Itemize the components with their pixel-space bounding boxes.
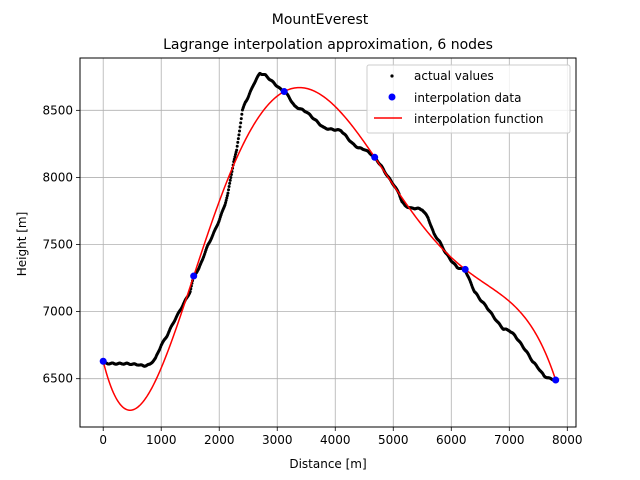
actual-value-point [233, 152, 237, 156]
x-tick-label: 0 [99, 433, 107, 447]
y-tick-label: 7500 [42, 238, 73, 252]
legend-marker-nodes [388, 93, 396, 101]
actual-value-point [226, 191, 230, 195]
actual-value-point [235, 148, 239, 152]
y-axis-label: Height [m] [15, 212, 29, 277]
interpolation-node [552, 376, 560, 384]
y-tick-label: 8000 [42, 170, 73, 184]
actual-value-point [227, 185, 231, 189]
y-tick-label: 7000 [42, 305, 73, 319]
axes-frame [79, 57, 577, 428]
actual-value-point [225, 196, 229, 200]
x-tick-label: 4000 [320, 433, 351, 447]
actual-value-point [228, 178, 232, 182]
interpolation-node [371, 153, 379, 161]
actual-value-point [233, 155, 237, 159]
actual-value-point [224, 198, 228, 202]
x-tick-label: 3000 [262, 433, 293, 447]
actual-value-point [238, 125, 242, 129]
legend-label-actual: actual values [414, 69, 494, 83]
plot-area [99, 71, 560, 411]
legend-box [366, 64, 571, 134]
actual-value-point [227, 188, 231, 192]
x-tick-label: 7000 [494, 433, 525, 447]
actual-value-point [237, 133, 241, 137]
interpolation-node [461, 265, 469, 273]
actual-value-point [228, 181, 232, 185]
x-tick-label: 6000 [436, 433, 467, 447]
interpolation-node [190, 272, 198, 280]
figure-suptitle: MountEverest [272, 12, 369, 28]
actual-value-point [236, 137, 240, 141]
interpolation-function-line [102, 86, 557, 411]
actual-value-point [239, 121, 243, 125]
actual-value-point [236, 140, 240, 144]
actual-value-point [224, 201, 228, 205]
actual-value-point [225, 194, 229, 198]
legend-label-interp: interpolation function [414, 112, 543, 126]
x-tick-label: 8000 [552, 433, 583, 447]
legend-label-nodes: interpolation data [414, 91, 521, 105]
chart-title: Lagrange interpolation approximation, 6 … [163, 37, 493, 53]
actual-value-point [239, 117, 243, 121]
interpolation-node [280, 88, 288, 96]
legend: actual values interpolation data interpo… [366, 64, 571, 134]
x-axis-label: Distance [m] [289, 457, 366, 471]
ticks: 0 1000 2000 3000 4000 5000 6000 7000 8000 6500 700… [42, 103, 582, 447]
actual-value-point [238, 129, 242, 133]
y-tick-label: 8500 [42, 103, 73, 117]
actual-value-point [229, 175, 233, 179]
x-tick-label: 5000 [378, 433, 409, 447]
interpolation-node [99, 357, 107, 365]
actual-value-point [235, 144, 239, 148]
actual-value-point [240, 112, 244, 116]
x-tick-label: 1000 [146, 433, 177, 447]
y-tick-label: 6500 [42, 372, 73, 386]
legend-marker-actual [390, 74, 394, 78]
x-tick-label: 2000 [204, 433, 235, 447]
